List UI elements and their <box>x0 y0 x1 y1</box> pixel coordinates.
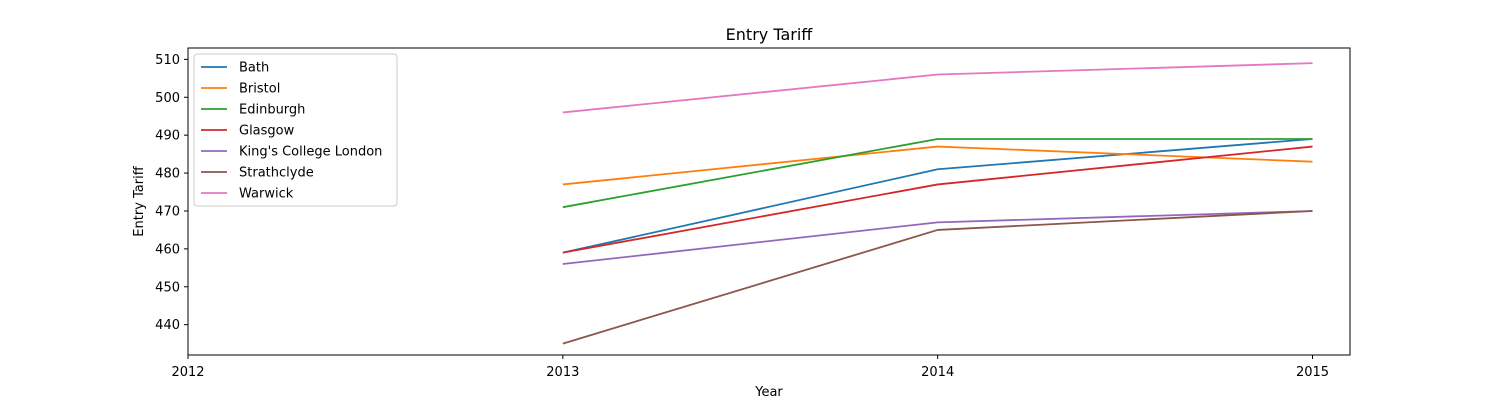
legend: Bath Bristol Edinburgh Glasgow King's Colleg… <box>193 53 398 207</box>
series-line-king-s-college-london <box>562 210 1313 265</box>
y-tick-label: 480 <box>155 167 180 182</box>
series-line-edinburgh <box>562 138 1313 209</box>
y-tick-label: 460 <box>155 242 180 257</box>
legend-box <box>193 53 398 207</box>
legend-label-glasgow: Glasgow <box>239 124 295 139</box>
y-tick-label: 470 <box>155 204 180 219</box>
legend-label-king-s-college-london: King's College London <box>239 145 382 160</box>
chart-title: Entry Tariff <box>726 25 814 44</box>
series-line-glasgow <box>562 145 1313 254</box>
x-tick-label: 2013 <box>546 365 579 380</box>
series-line-warwick <box>562 62 1313 114</box>
series-line-bath <box>562 138 1313 254</box>
plot-frame <box>187 47 1351 356</box>
legend-label-warwick: Warwick <box>239 187 294 202</box>
x-tick-label: 2014 <box>921 365 954 380</box>
legend-label-bath: Bath <box>239 61 269 76</box>
x-axis-label: Year <box>754 385 783 400</box>
x-tick-label: 2012 <box>171 365 204 380</box>
y-axis-ticks: 440 450 460 470 480 490 500 510 <box>155 53 188 333</box>
y-tick-label: 510 <box>155 53 180 68</box>
legend-label-strathclyde: Strathclyde <box>239 166 314 181</box>
legend-label-edinburgh: Edinburgh <box>239 103 305 118</box>
series-line-strathclyde <box>562 210 1313 345</box>
x-tick-label: 2015 <box>1296 365 1329 380</box>
plot-area <box>562 62 1313 345</box>
y-tick-label: 440 <box>155 318 180 333</box>
series-line-bristol <box>562 145 1313 186</box>
y-tick-label: 490 <box>155 129 180 144</box>
y-tick-label: 450 <box>155 280 180 295</box>
y-axis-label: Entry Tariff <box>132 165 147 236</box>
x-axis-ticks: 2012 2013 2014 2015 <box>171 355 1329 380</box>
y-tick-label: 500 <box>155 91 180 106</box>
legend-label-bristol: Bristol <box>239 82 280 97</box>
